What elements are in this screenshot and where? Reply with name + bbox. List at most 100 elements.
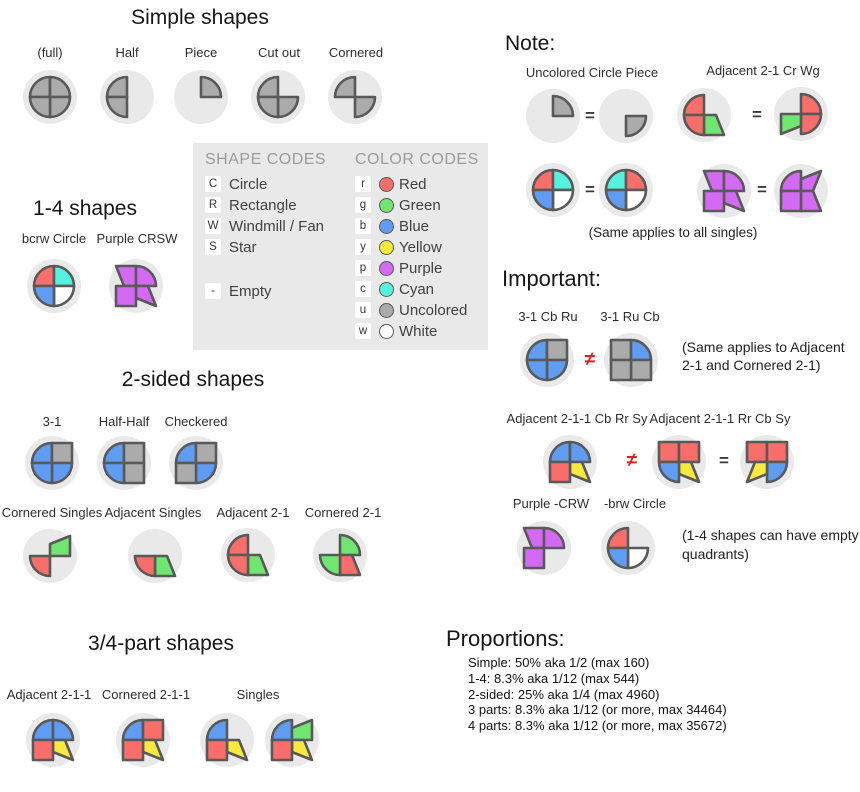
shape-svg — [174, 70, 228, 124]
shape-bcrw-circle — [19, 251, 89, 321]
quadrant-bl-C — [657, 460, 681, 484]
proportions-line-2-sided: 2-sided: 25% aka 1/4 (max 4960) — [468, 686, 660, 702]
shape-svg — [23, 70, 77, 124]
quadrant-bl-C — [133, 554, 157, 578]
shape-cut-out — [243, 62, 313, 132]
quadrant-tr-R — [194, 441, 218, 465]
shape-svg — [100, 70, 154, 124]
quadrant-tl-R — [609, 338, 633, 362]
quadrant-bl-C — [256, 95, 280, 119]
label-adjacent-2-1-1: Adjacent 2-1-1 — [6, 687, 92, 702]
shape-note-adj21-a — [669, 80, 739, 150]
shape-purple-crsw — [101, 251, 171, 321]
shape-svg — [697, 164, 751, 218]
important-row1-note-line1: (Same applies to Adjacent — [682, 339, 845, 355]
shape-half — [92, 62, 162, 132]
shape-svg — [128, 529, 182, 583]
quadrant-bl-R — [779, 189, 803, 213]
shape-svg — [652, 435, 706, 489]
shape-svg — [677, 88, 731, 142]
quadrant-tr-R — [141, 718, 165, 742]
note-caption: (Same applies to all singles) — [588, 225, 758, 240]
quadrant-tr-C — [134, 264, 158, 288]
code-chip-white: w — [355, 323, 371, 339]
label-purple-crw: Purple -CRW — [512, 496, 590, 511]
label-cornered-2-1-1: Cornered 2-1-1 — [101, 687, 191, 702]
proportions-list: Simple: 50% aka 1/2 (max 160) 1-4: 8.3% … — [468, 655, 727, 734]
legend-label-circle: Circle — [229, 176, 268, 193]
shape-svg — [23, 529, 77, 583]
quadrant-tr-R — [122, 441, 146, 465]
shape-svg — [517, 521, 571, 575]
shape-note-crsw-b — [766, 156, 836, 226]
label-cornered-singles: Cornered Singles — [1, 505, 103, 520]
blue-color-dot — [379, 219, 394, 234]
shape-note-piece-b — [591, 81, 661, 151]
shape-svg — [543, 435, 597, 489]
shape-svg — [97, 436, 151, 490]
shape-svg — [520, 333, 574, 387]
label-adjacent-2-1-cr-wg: Adjacent 2-1 Cr Wg — [706, 63, 820, 78]
shape-svg — [526, 89, 580, 143]
quadrant-bl-C — [105, 95, 129, 119]
section-title-note: Note: — [505, 32, 556, 55]
code-chip-windmill: W — [205, 218, 221, 234]
shape-31-cb-ru — [512, 325, 582, 395]
important-row3-note-line2: quadrants) — [682, 546, 749, 562]
legend-label-blue: Blue — [399, 218, 430, 235]
shape-svg — [251, 70, 305, 124]
shape-svg — [328, 70, 382, 124]
shape-adj211-rr-cb-sy-rotated — [732, 427, 802, 497]
quadrant-br-R — [122, 461, 146, 485]
quadrant-tr-C — [542, 526, 566, 550]
shape-note-bcrw-a — [518, 155, 588, 225]
quadrant-tr-C — [51, 718, 75, 742]
quadrant-bl-R — [270, 738, 294, 762]
code-chip-green: g — [355, 197, 371, 213]
important-row1-note: (Same applies to Adjacent 2-1 and Corner… — [682, 338, 845, 374]
shape-svg — [599, 89, 653, 143]
quadrant-bl-R — [174, 461, 198, 485]
shape-adjacent-2-1-1 — [18, 705, 88, 775]
quadrant-tl-R — [657, 440, 681, 464]
legend-label-star: Star — [229, 239, 257, 256]
quadrant-tr-R — [50, 441, 74, 465]
shape-brw-circle — [593, 513, 663, 583]
legend-label-white: White — [399, 323, 438, 340]
label-piece: Piece — [184, 45, 218, 60]
code-chip-empty: - — [205, 283, 221, 299]
purple-color-dot — [379, 261, 394, 276]
shape-cornered-2-1 — [305, 520, 375, 590]
quadrant-tr-R — [677, 440, 701, 464]
legend-header-color-codes: COLOR CODES — [355, 151, 479, 168]
code-chip-purple: p — [355, 260, 371, 276]
shape-half-half — [89, 428, 159, 498]
green-color-dot — [379, 198, 394, 213]
shape-svg — [601, 521, 655, 575]
quadrant-bl-C — [30, 461, 54, 485]
shape-svg — [109, 259, 163, 313]
label-uncolored-circle-piece: Uncolored Circle Piece — [525, 65, 659, 80]
quadrant-bl-C — [604, 188, 628, 212]
shape-adjacent-2-1 — [213, 520, 283, 590]
code-chip-rectangle: R — [205, 197, 221, 213]
shape-note-bcrw-b — [591, 155, 661, 225]
quadrant-br-C — [765, 460, 789, 484]
shape-adj211-cb-rr-sy — [535, 427, 605, 497]
section-title-proportions: Proportions: — [446, 626, 565, 651]
quadrant-bl-C — [32, 284, 56, 308]
equals-sign: = — [719, 451, 729, 470]
white-color-dot — [379, 324, 394, 339]
equals-sign: = — [752, 105, 762, 124]
shape-svg — [604, 333, 658, 387]
label-cut-out: Cut out — [258, 45, 300, 60]
shape-adj211-rr-cb-sy — [644, 427, 714, 497]
label-3-1: 3-1 — [42, 414, 62, 429]
code-chip-star: S — [205, 239, 221, 255]
not-equals-sign: ≠ — [584, 349, 596, 370]
quadrant-tr-C — [551, 94, 575, 118]
shape-singles-4part — [257, 705, 327, 775]
quadrant-bl-C — [525, 358, 549, 382]
quadrant-tl-R — [745, 440, 769, 464]
